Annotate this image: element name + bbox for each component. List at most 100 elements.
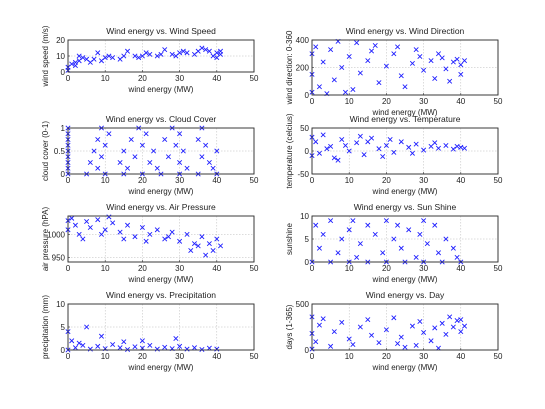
data-point xyxy=(102,142,108,148)
data-point xyxy=(80,55,86,61)
x-tick-label: 0 xyxy=(66,176,71,185)
data-point xyxy=(432,75,438,82)
x-tick-label: 20 xyxy=(138,176,147,185)
data-point xyxy=(165,154,171,160)
y-tick-label: -50 xyxy=(297,170,309,179)
data-point xyxy=(132,344,138,350)
data-point xyxy=(147,159,153,166)
data-point xyxy=(320,316,326,322)
x-tick-label: 40 xyxy=(212,74,221,83)
data-point xyxy=(413,47,419,53)
data-point xyxy=(177,131,183,137)
x-tick-label: 10 xyxy=(345,352,354,361)
data-point xyxy=(342,142,348,148)
data-point xyxy=(331,77,337,83)
data-point xyxy=(139,142,145,148)
data-point xyxy=(421,330,427,336)
data-point xyxy=(346,336,352,342)
y-tick-label: 200 xyxy=(296,64,310,73)
x-tick-label: 30 xyxy=(175,264,184,273)
data-point xyxy=(331,329,337,335)
data-point xyxy=(458,329,464,335)
data-point xyxy=(339,236,345,242)
chart-title: Wind energy vs. Day xyxy=(366,290,445,300)
x-tick-label: 0 xyxy=(310,97,315,106)
data-point xyxy=(328,343,334,349)
data-point xyxy=(199,347,205,353)
data-point xyxy=(76,340,82,346)
data-point xyxy=(117,159,123,166)
x-tick-label: 30 xyxy=(419,264,428,273)
y-axis-label: sunshine xyxy=(285,222,294,255)
data-point xyxy=(395,222,401,228)
x-tick-label: 30 xyxy=(419,352,428,361)
data-point xyxy=(199,234,205,240)
data-point xyxy=(357,133,363,139)
data-point xyxy=(391,236,397,242)
data-point xyxy=(203,47,209,53)
data-point xyxy=(72,63,78,69)
data-point xyxy=(106,214,112,220)
y-axis-label: cloud cover (0-1) xyxy=(41,121,50,181)
data-point xyxy=(424,241,430,247)
data-point xyxy=(432,325,438,331)
data-point xyxy=(214,236,220,242)
data-point xyxy=(365,139,371,145)
data-point xyxy=(447,314,453,320)
data-point xyxy=(76,231,82,237)
data-point xyxy=(98,333,104,339)
data-point xyxy=(339,64,345,71)
data-point xyxy=(121,339,127,345)
subplot-7: 0 10 20 30 40 50 0 5 10 Wind energy vs. Precipita… xyxy=(41,290,259,372)
data-point xyxy=(125,347,131,353)
y-tick-label: 950 xyxy=(52,253,66,262)
data-point xyxy=(154,53,160,59)
x-tick-label: 0 xyxy=(310,176,315,185)
x-tick-label: 0 xyxy=(310,264,315,273)
data-point xyxy=(369,48,375,54)
data-point xyxy=(162,236,168,242)
chart-title: Wind energy vs. Wind Direction xyxy=(346,26,465,36)
data-point xyxy=(173,142,179,148)
data-point xyxy=(369,135,375,141)
data-point xyxy=(199,154,205,160)
data-point xyxy=(121,236,127,242)
data-point xyxy=(203,142,209,148)
data-point xyxy=(125,48,131,54)
subplot-1: 0 10 20 30 40 50 0 10 20 Wind energy vs. Wind Spe… xyxy=(41,25,259,94)
chart-title: Wind energy vs. Wind Speed xyxy=(106,26,216,36)
data-point xyxy=(372,231,378,237)
y-tick-label: 5 xyxy=(305,235,310,244)
data-point xyxy=(188,247,194,254)
data-point xyxy=(154,346,160,352)
x-tick-label: 50 xyxy=(494,176,503,185)
data-point xyxy=(458,144,464,150)
data-point xyxy=(87,224,93,231)
data-point xyxy=(383,63,389,69)
data-point xyxy=(435,250,441,256)
data-point xyxy=(158,51,164,57)
y-tick-label: 0.5 xyxy=(54,147,66,156)
data-point xyxy=(98,58,104,64)
data-point xyxy=(462,323,468,329)
data-point xyxy=(350,86,356,93)
chart-title: Wind energy vs. Air Pressure xyxy=(106,202,216,212)
data-point xyxy=(218,48,224,54)
x-tick-label: 40 xyxy=(456,97,465,106)
x-tick-label: 50 xyxy=(494,352,503,361)
data-point xyxy=(320,132,326,138)
data-point xyxy=(346,148,352,154)
data-point xyxy=(380,154,386,160)
data-point xyxy=(117,229,123,235)
data-point xyxy=(450,324,456,330)
data-point xyxy=(102,227,108,233)
data-point xyxy=(450,146,456,152)
x-tick-label: 40 xyxy=(212,352,221,361)
data-point xyxy=(84,219,90,225)
data-point xyxy=(117,56,123,62)
data-point xyxy=(357,324,363,330)
data-point xyxy=(454,254,460,260)
data-point xyxy=(398,245,404,251)
y-tick-label: 10 xyxy=(56,300,65,309)
x-tick-label: 10 xyxy=(101,264,110,273)
